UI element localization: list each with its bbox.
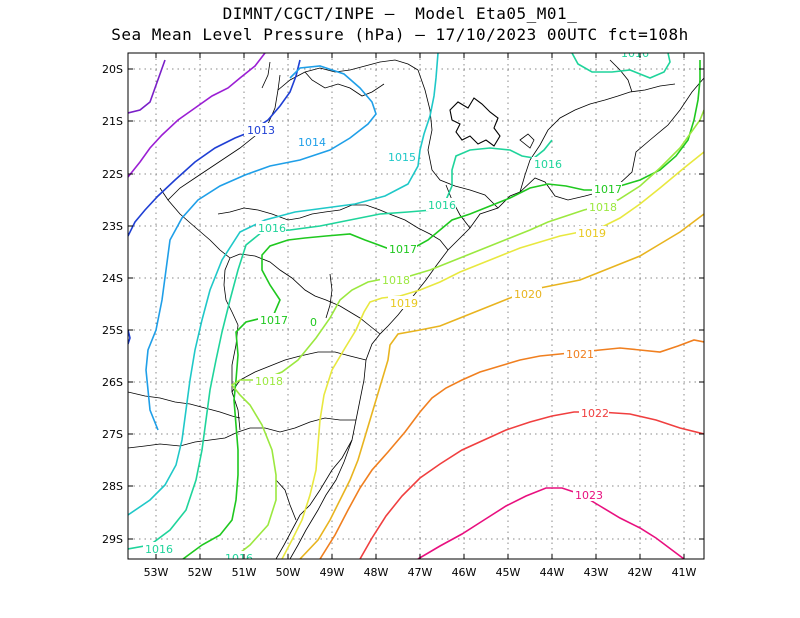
lat-tick-label: 20S	[102, 63, 123, 76]
isobar-1012	[128, 53, 266, 178]
lon-tick-label: 52W	[188, 566, 213, 579]
isobar-1020	[299, 213, 704, 559]
lon-tick-label: 46W	[452, 566, 477, 579]
map-frame	[127, 52, 705, 560]
label-1023: 1023	[575, 489, 603, 502]
label-1018: 1018	[382, 274, 410, 287]
label-1019: 1019	[390, 297, 418, 310]
isobar-1013-b	[128, 329, 131, 345]
graticule	[128, 53, 704, 559]
label-1016: 1016	[534, 158, 562, 171]
label-1017: 1017	[594, 183, 622, 196]
lon-tick-label: 53W	[144, 566, 169, 579]
label-1013: 1013	[247, 124, 275, 137]
isobar-1014	[145, 65, 377, 431]
label-1016: 1016	[428, 199, 456, 212]
lon-tick-label: 41W	[672, 566, 697, 579]
lat-tick-label: 26S	[102, 376, 123, 389]
lon-tick-label: 44W	[540, 566, 565, 579]
label-1021: 1021	[566, 348, 594, 361]
map-subtitle: Sea Mean Level Pressure (hPa) – 17/10/20…	[111, 25, 689, 44]
lon-tick-label: 49W	[320, 566, 345, 579]
lon-tick-label: 45W	[496, 566, 521, 579]
lat-tick-label: 27S	[102, 428, 123, 441]
lat-tick-label: 28S	[102, 480, 123, 493]
lat-tick-label: 22S	[102, 168, 123, 181]
label-1017: 1017	[260, 314, 288, 327]
label-1018: 1018	[589, 201, 617, 214]
isobar-1021	[319, 339, 704, 559]
isobar-1017	[182, 60, 701, 559]
axis-ticks: 53W 52W 51W 50W 49W 48W 47W 46W 45W 44W 43W 42W 41W 2…	[102, 53, 704, 579]
lat-tick-label: 21S	[102, 115, 123, 128]
lon-tick-label: 42W	[628, 566, 653, 579]
lat-tick-label: 29S	[102, 533, 123, 546]
map-title: DIMNT/CGCT/INPE – Model Eta05_M01_	[222, 4, 578, 23]
isobar-labels: 1013 1014 1015 1016 1016 1016 1016 1016 …	[143, 47, 649, 565]
isobar-1019	[281, 151, 704, 559]
isobar-1016-b	[571, 53, 671, 79]
label-1015: 1015	[388, 151, 416, 164]
isobar-1018	[230, 109, 704, 559]
label-1020: 1020	[514, 288, 542, 301]
isobar-1022	[359, 411, 704, 559]
lon-tick-label: 47W	[408, 566, 433, 579]
lon-tick-label: 43W	[584, 566, 609, 579]
lon-tick-label: 48W	[364, 566, 389, 579]
isobar-1011	[128, 59, 166, 114]
label-1016: 1016	[258, 222, 286, 235]
label-1019: 1019	[578, 227, 606, 240]
label-1022: 1022	[581, 407, 609, 420]
label-1017: 1017	[389, 243, 417, 256]
label-1017-small: 0	[310, 316, 317, 329]
lat-tick-label: 24S	[102, 272, 123, 285]
label-1016: 1016	[225, 552, 253, 565]
isobar-1015	[128, 53, 439, 516]
lat-tick-label: 23S	[102, 220, 123, 233]
lon-tick-label: 51W	[232, 566, 257, 579]
label-1016: 1016	[621, 47, 649, 60]
lat-tick-label: 25S	[102, 324, 123, 337]
isobar-1016-a	[128, 139, 553, 550]
label-1018: 1018	[255, 375, 283, 388]
lon-tick-label: 50W	[276, 566, 301, 579]
label-1016: 1016	[145, 543, 173, 556]
label-1014: 1014	[298, 136, 326, 149]
isobar-1023	[417, 487, 685, 559]
isobar-1013-a	[128, 59, 301, 237]
